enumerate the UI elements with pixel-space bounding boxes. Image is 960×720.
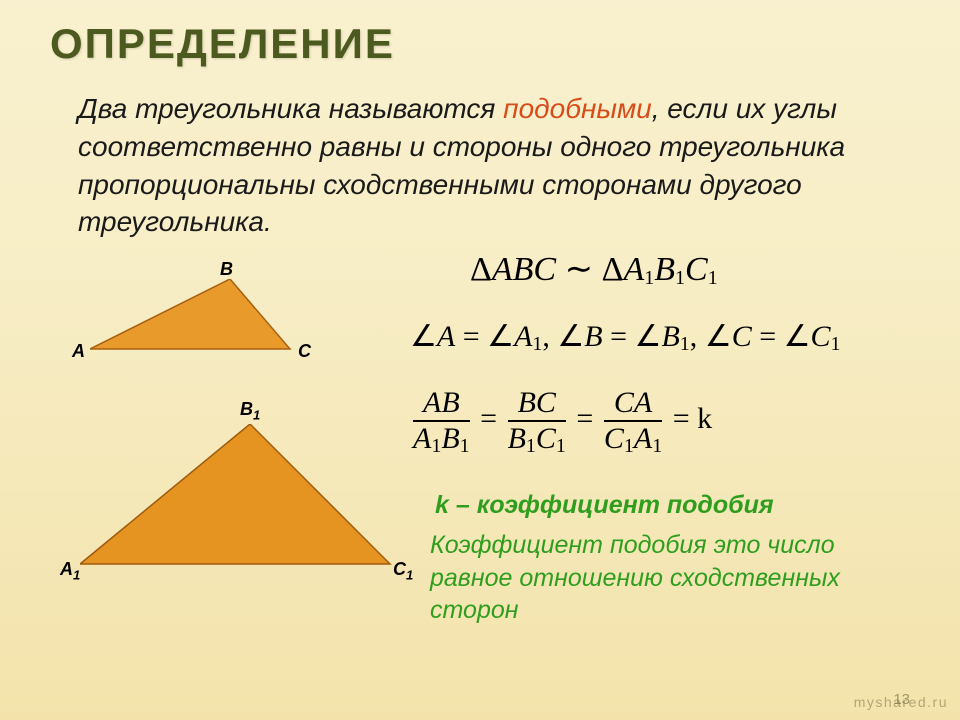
triangle-a1b1c1-poly	[80, 424, 390, 564]
k-definition: Коэффициент подобия это число равное отн…	[430, 529, 910, 627]
slide-container: ОПРЕДЕЛЕНИЕ Два треугольника называются …	[0, 0, 960, 720]
vertex-c1-sub: 1	[406, 568, 413, 583]
vertex-b: B	[220, 259, 233, 280]
vertex-c: C	[298, 341, 311, 362]
triangle-abc-poly	[90, 279, 290, 349]
definition-pre: Два треугольника называются	[78, 93, 503, 124]
vertex-a1-letter: A	[60, 559, 73, 579]
k-coefficient-label: k – коэффициент подобия	[435, 491, 774, 520]
vertex-c1-letter: C	[393, 559, 406, 579]
triangle-abc	[90, 279, 300, 359]
definition-text: Два треугольника называются подобными, е…	[40, 90, 920, 241]
formula-ratios: ABA1B1 = BCB1C1 = CAC1A1 = k	[410, 384, 712, 458]
k-def-accent: Коэффициент подобия	[430, 531, 714, 559]
formula-angles: ∠A = ∠A1, ∠B = ∠B1, ∠C = ∠C1	[410, 319, 841, 356]
definition-accent: подобными	[503, 93, 652, 124]
triangle-a1b1c1	[80, 424, 400, 574]
vertex-b1-sub: 1	[253, 408, 260, 423]
formula-similar: ΔABC ∼ ΔA1B1C1	[470, 249, 718, 290]
diagram-area: A B C A1 B1 C1 ΔABC ∼ ΔA1B1C1 ∠A = ∠A1, …	[40, 259, 920, 619]
slide-title: ОПРЕДЕЛЕНИЕ	[50, 20, 920, 68]
vertex-a1: A1	[60, 559, 80, 583]
formula-eqk: = k	[673, 402, 712, 435]
vertex-b1-letter: B	[240, 399, 253, 419]
vertex-a1-sub: 1	[73, 568, 80, 583]
watermark: myshared.ru	[854, 694, 948, 710]
vertex-c1: C1	[393, 559, 413, 583]
vertex-b1: B1	[240, 399, 260, 423]
vertex-a: A	[72, 341, 85, 362]
